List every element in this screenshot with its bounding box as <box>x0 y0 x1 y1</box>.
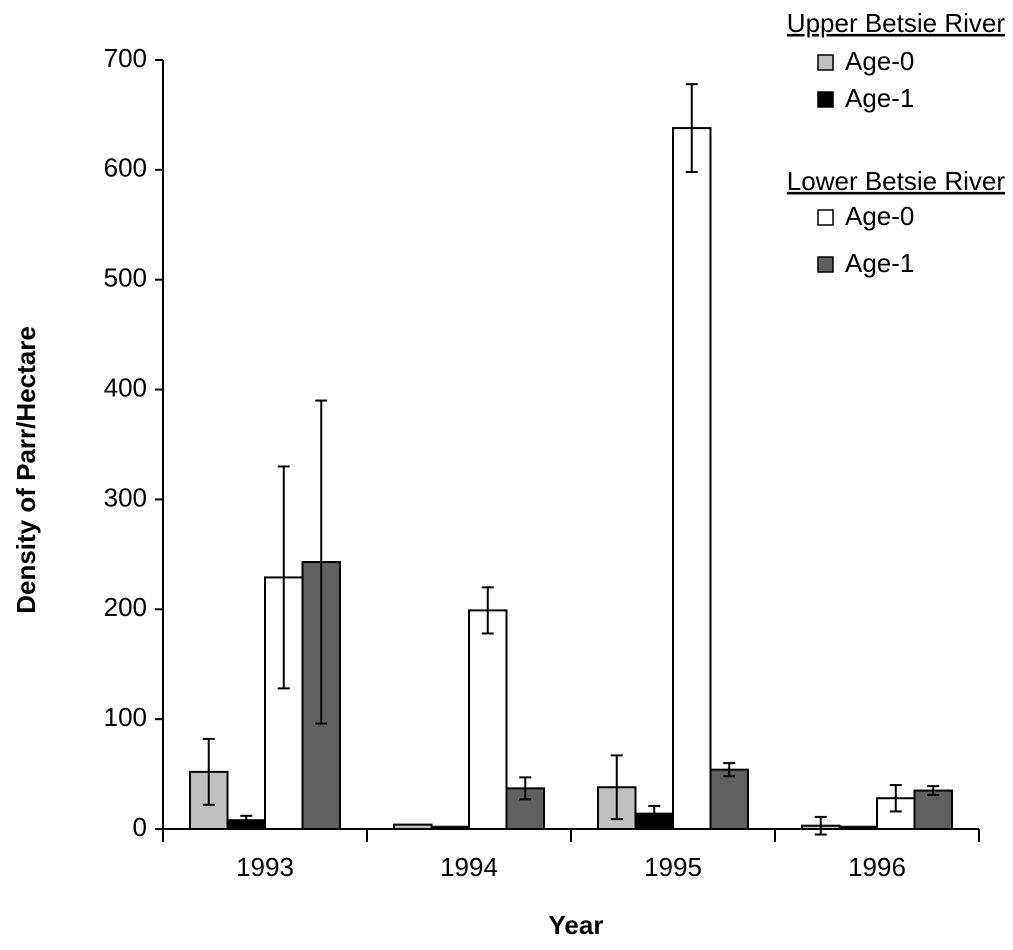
legend-label: Age-0 <box>845 201 914 231</box>
legend-label: Age-1 <box>845 248 914 278</box>
y-tick-label: 0 <box>133 812 147 842</box>
legend-title: Upper Betsie River <box>787 8 1006 38</box>
x-tick-label: 1993 <box>236 852 294 882</box>
y-tick-label: 100 <box>104 702 147 732</box>
y-axis-title: Density of Parr/Hectare <box>11 326 41 614</box>
y-tick-label: 700 <box>104 43 147 73</box>
x-axis-title: Year <box>549 910 604 940</box>
y-tick-label: 400 <box>104 372 147 402</box>
bar <box>672 127 712 830</box>
legend-title: Lower Betsie River <box>787 166 1006 196</box>
bar <box>393 823 433 830</box>
legend-label: Age-0 <box>845 46 914 76</box>
y-tick-label: 500 <box>104 263 147 293</box>
x-tick-label: 1994 <box>440 852 498 882</box>
x-tick-label: 1995 <box>644 852 702 882</box>
bar <box>709 768 749 830</box>
legend-swatch <box>817 256 834 273</box>
y-tick-label: 200 <box>104 592 147 622</box>
bar <box>913 789 953 830</box>
legend-label: Age-1 <box>845 83 914 113</box>
bar <box>430 825 470 830</box>
bar <box>468 609 508 830</box>
y-tick-label: 600 <box>104 153 147 183</box>
y-tick-label: 300 <box>104 482 147 512</box>
legend-swatch <box>817 91 834 108</box>
x-tick-label: 1996 <box>848 852 906 882</box>
legend-swatch <box>817 209 834 226</box>
bar <box>838 825 878 830</box>
legend-swatch <box>817 54 834 71</box>
